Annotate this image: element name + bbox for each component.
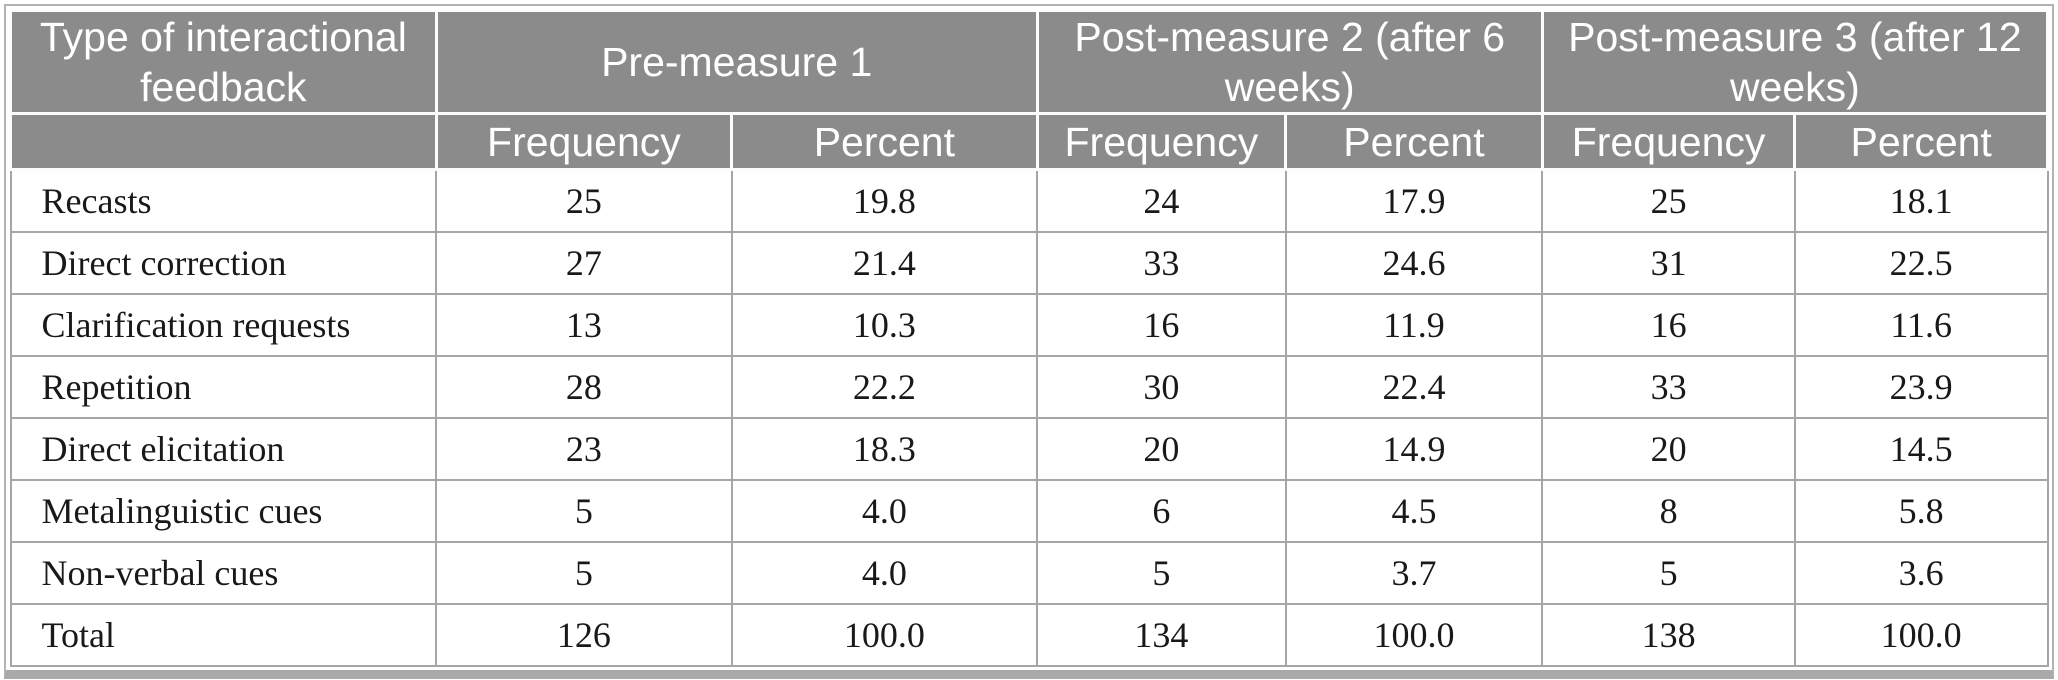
cell-value: 33 bbox=[1541, 354, 1796, 419]
cell-value: 18.3 bbox=[730, 416, 1039, 481]
row-label: Clarification requests bbox=[9, 292, 438, 357]
row-label: Metalinguistic cues bbox=[9, 478, 438, 543]
header-group-row: Type of interactional feedback Pre-measu… bbox=[9, 9, 2050, 115]
cell-value: 6 bbox=[1036, 478, 1287, 543]
cell-value: 16 bbox=[1036, 292, 1287, 357]
subheader-frequency-1: Frequency bbox=[434, 112, 734, 171]
cell-value: 30 bbox=[1036, 354, 1287, 419]
subheader-percent-1: Percent bbox=[730, 112, 1039, 171]
cell-value: 5 bbox=[1541, 540, 1796, 605]
cell-value: 11.9 bbox=[1284, 292, 1544, 357]
cell-value: 19.8 bbox=[730, 168, 1039, 233]
cell-value: 8 bbox=[1541, 478, 1796, 543]
cell-value: 33 bbox=[1036, 230, 1287, 295]
cell-value: 21.4 bbox=[730, 230, 1039, 295]
cell-value: 23.9 bbox=[1793, 354, 2049, 419]
cell-value: 22.4 bbox=[1284, 354, 1544, 419]
cell-value: 20 bbox=[1036, 416, 1287, 481]
row-label: Recasts bbox=[9, 168, 438, 233]
cell-value: 134 bbox=[1036, 602, 1287, 667]
cell-value: 4.5 bbox=[1284, 478, 1544, 543]
table-row-direct-correction: Direct correction 27 21.4 33 24.6 31 22.… bbox=[9, 230, 2049, 295]
cell-value: 4.0 bbox=[730, 478, 1039, 543]
cell-value: 24 bbox=[1036, 168, 1287, 233]
table-row-direct-elicitation: Direct elicitation 23 18.3 20 14.9 20 14… bbox=[9, 416, 2049, 481]
subheader-percent-2: Percent bbox=[1284, 112, 1544, 171]
subheader-frequency-3: Frequency bbox=[1540, 112, 1797, 171]
cell-value: 126 bbox=[435, 602, 733, 667]
cell-value: 10.3 bbox=[730, 292, 1039, 357]
table-row-recasts: Recasts 25 19.8 24 17.9 25 18.1 bbox=[9, 168, 2049, 233]
table-row-total: Total 126 100.0 134 100.0 138 100.0 bbox=[9, 602, 2049, 667]
cell-value: 5 bbox=[1036, 540, 1287, 605]
cell-value: 18.1 bbox=[1793, 168, 2049, 233]
cell-value: 100.0 bbox=[1284, 602, 1544, 667]
row-label: Non-verbal cues bbox=[9, 540, 438, 605]
cell-value: 23 bbox=[435, 416, 733, 481]
header-type-of-feedback: Type of interactional feedback bbox=[9, 9, 438, 115]
feedback-frequency-table: Type of interactional feedback Pre-measu… bbox=[9, 9, 2050, 667]
cell-value: 20 bbox=[1541, 416, 1796, 481]
subheader-percent-3: Percent bbox=[1793, 112, 2049, 171]
cell-value: 3.7 bbox=[1284, 540, 1544, 605]
cell-value: 13 bbox=[435, 292, 733, 357]
cell-value: 14.5 bbox=[1793, 416, 2049, 481]
cell-value: 14.9 bbox=[1284, 416, 1544, 481]
cell-value: 138 bbox=[1541, 602, 1796, 667]
cell-value: 31 bbox=[1541, 230, 1796, 295]
cell-value: 5 bbox=[435, 540, 733, 605]
cell-value: 100.0 bbox=[1793, 602, 2049, 667]
feedback-frequency-table-frame: Type of interactional feedback Pre-measu… bbox=[4, 4, 2054, 679]
header-empty-cell bbox=[9, 112, 438, 171]
row-label: Repetition bbox=[9, 354, 438, 419]
table-row-non-verbal-cues: Non-verbal cues 5 4.0 5 3.7 5 3.6 bbox=[9, 540, 2049, 605]
cell-value: 25 bbox=[435, 168, 733, 233]
cell-value: 5 bbox=[435, 478, 733, 543]
subheader-frequency-2: Frequency bbox=[1035, 112, 1288, 171]
header-sub-row: Frequency Percent Frequency Percent Freq… bbox=[9, 112, 2049, 171]
cell-value: 24.6 bbox=[1284, 230, 1544, 295]
cell-value: 5.8 bbox=[1793, 478, 2049, 543]
cell-value: 17.9 bbox=[1284, 168, 1544, 233]
cell-value: 11.6 bbox=[1793, 292, 2049, 357]
cell-value: 100.0 bbox=[730, 602, 1039, 667]
row-label: Direct correction bbox=[9, 230, 438, 295]
cell-value: 16 bbox=[1541, 292, 1796, 357]
table-row-metalinguistic-cues: Metalinguistic cues 5 4.0 6 4.5 8 5.8 bbox=[9, 478, 2049, 543]
cell-value: 27 bbox=[435, 230, 733, 295]
cell-value: 4.0 bbox=[730, 540, 1039, 605]
cell-value: 28 bbox=[435, 354, 733, 419]
header-group-post-measure-2: Post-measure 2 (after 6 weeks) bbox=[1035, 9, 1544, 115]
row-label: Direct elicitation bbox=[9, 416, 438, 481]
header-group-pre-measure-1: Pre-measure 1 bbox=[434, 9, 1039, 115]
cell-value: 25 bbox=[1541, 168, 1796, 233]
cell-value: 22.5 bbox=[1793, 230, 2049, 295]
cell-value: 3.6 bbox=[1793, 540, 2049, 605]
table-row-repetition: Repetition 28 22.2 30 22.4 33 23.9 bbox=[9, 354, 2049, 419]
cell-value: 22.2 bbox=[730, 354, 1039, 419]
table-row-clarification-requests: Clarification requests 13 10.3 16 11.9 1… bbox=[9, 292, 2049, 357]
header-group-post-measure-3: Post-measure 3 (after 12 weeks) bbox=[1540, 9, 2050, 115]
row-label: Total bbox=[9, 602, 438, 667]
